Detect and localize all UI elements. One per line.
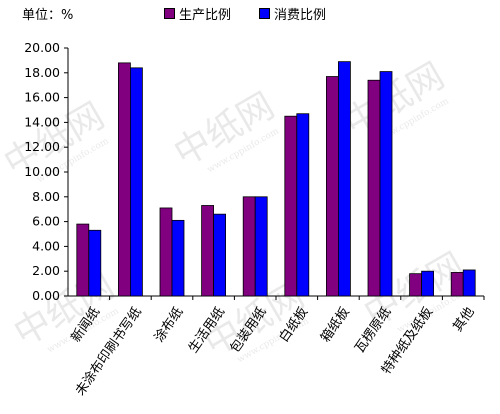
bar-consumption [254, 196, 268, 297]
y-tick-label: 10.00 [24, 164, 60, 179]
legend-swatch-production [164, 8, 175, 19]
y-tick-label: 16.00 [24, 90, 60, 105]
legend-label-production: 生产比例 [179, 8, 232, 23]
bar-production [325, 76, 339, 297]
unit-label: 单位：% [22, 8, 74, 23]
legend-label-consumption: 消费比例 [274, 8, 327, 23]
bar-consumption [379, 71, 393, 297]
x-tick-label: 箱纸板 [317, 304, 352, 345]
y-tick-label: 20.00 [24, 40, 60, 55]
legend: 生产比例 消费比例 [164, 4, 326, 23]
bar-consumption [337, 61, 351, 297]
bar-consumption [129, 67, 143, 297]
y-tick-label: 12.00 [24, 139, 60, 154]
bar-production [409, 273, 423, 297]
y-tick-label: 0.00 [32, 288, 60, 303]
legend-item-production: 生产比例 [164, 4, 231, 23]
y-tick-label: 4.00 [32, 238, 60, 253]
y-tick-label: 14.00 [24, 114, 60, 129]
legend-item-consumption: 消费比例 [259, 4, 326, 23]
y-tick-label: 8.00 [32, 189, 60, 204]
bar-production [159, 207, 173, 297]
bar-production [284, 115, 298, 297]
bar-consumption [296, 113, 310, 297]
bar-production [201, 205, 215, 297]
bar-consumption [171, 219, 185, 297]
bar-consumption [213, 213, 227, 297]
y-tick-label: 2.00 [32, 263, 60, 278]
bar-consumption [421, 270, 435, 297]
bar-consumption [88, 229, 102, 297]
bar-production [76, 223, 90, 297]
x-tick-label: 涂布纸 [151, 304, 186, 345]
bar-production [242, 196, 256, 297]
legend-swatch-consumption [259, 8, 271, 19]
bar-production [367, 79, 381, 297]
bar-consumption [462, 269, 476, 297]
bar-production [450, 272, 464, 297]
y-tick-label: 6.00 [32, 214, 60, 229]
bar-production [118, 62, 131, 297]
y-tick-label: 18.00 [24, 65, 60, 80]
x-tick-label: 其他 [450, 305, 477, 335]
